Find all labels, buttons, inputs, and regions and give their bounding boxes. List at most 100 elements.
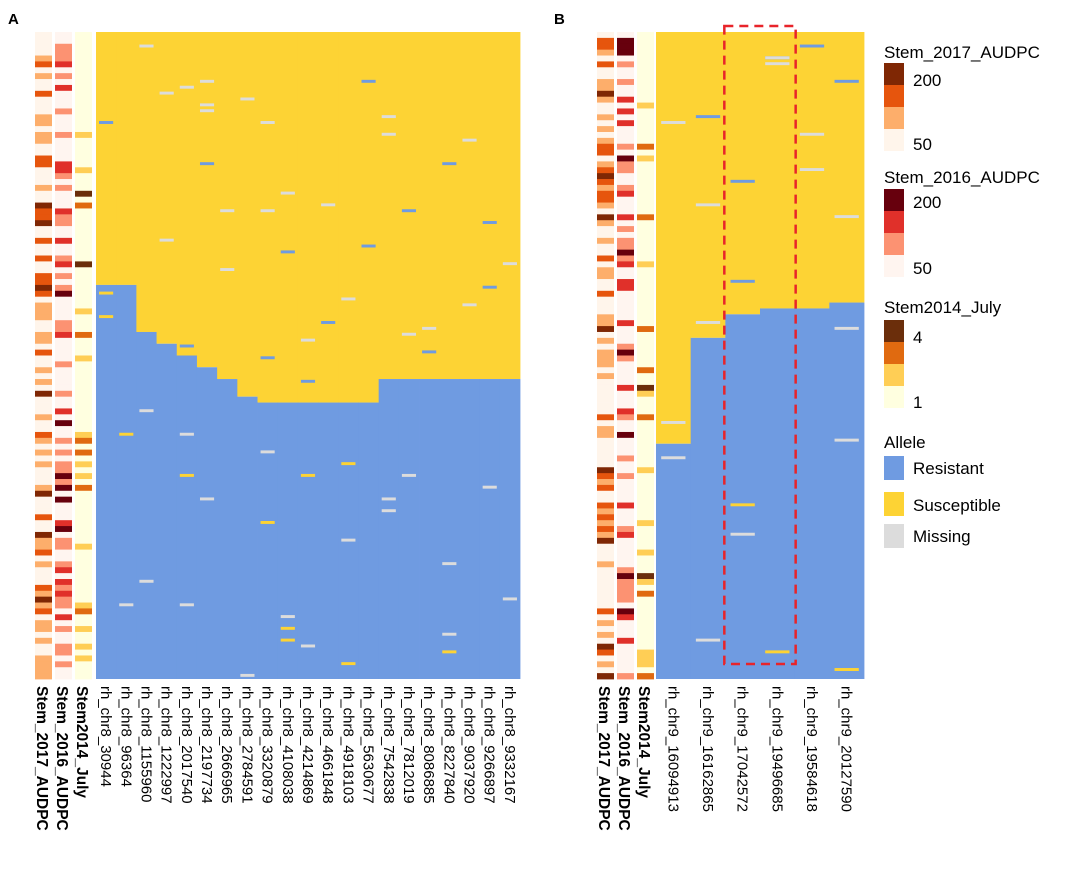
a-track-stem2014-cell: [75, 190, 92, 198]
a-track-stem2016-cell: [55, 343, 72, 351]
a-track-stem2017-cell: [35, 155, 52, 162]
a-genotype-mark: [280, 626, 295, 630]
b-track-stem2017-cell: [597, 120, 614, 127]
b-track-stem2017-cell: [597, 43, 614, 51]
b-genotype-mark: [661, 456, 686, 460]
a-track-stem2016-cell: [55, 61, 72, 68]
b-track-stem2016-cell: [617, 379, 634, 386]
a-track-stem2017-cell: [35, 131, 52, 139]
b-track-stem2017-cell: [597, 631, 614, 639]
b-track-stem2017-cell: [597, 514, 614, 521]
a-column-label: rh_chr8_4918103: [339, 686, 356, 804]
b-col-5-susceptible: [829, 32, 865, 303]
a-track-stem2017-cell: [35, 431, 52, 439]
a-genotype-mark: [321, 203, 336, 207]
b-track-stem2014-cell: [637, 302, 654, 309]
a-track-stem2017-cell: [35, 626, 52, 633]
a-track-stem2016-cell: [55, 573, 72, 580]
a-track-stem2014-cell: [75, 137, 92, 145]
a-track-stem2014-cell: [75, 243, 92, 251]
a-track-stem2017-cell: [35, 596, 52, 603]
legend-high-stem2016: 200: [913, 193, 941, 212]
b-track-stem2016-cell: [617, 667, 634, 674]
a-genotype-mark: [401, 332, 417, 336]
b-track-stem2016-cell: [617, 284, 634, 292]
b-track-stem2017-cell: [597, 308, 614, 315]
a-track-stem2014-cell: [75, 261, 92, 268]
b-track-stem2016-cell: [617, 543, 634, 550]
a-track-stem2017-cell: [35, 620, 52, 627]
b-track-stem2017-cell: [597, 384, 614, 392]
a-track-stem2016-cell: [55, 167, 72, 174]
a-track-stem2017-cell: [35, 337, 52, 345]
b-track-stem2017-cell: [597, 267, 614, 274]
b-track-stem2017-cell: [597, 214, 614, 221]
a-track-stem2017-cell: [35, 549, 52, 556]
b-track-stem2016-cell: [617, 196, 634, 203]
a-track-stem2017-cell: [35, 390, 52, 398]
b-track-stem2014-cell: [637, 290, 654, 298]
b-genotype-mark: [661, 121, 686, 124]
a-track-stem2017-cell: [35, 443, 52, 451]
a-column-label: rh_chr8_3320879: [259, 686, 276, 804]
b-track-stem2017-cell: [597, 402, 614, 409]
b-track-stem2016-cell: [617, 96, 634, 103]
b-track-stem2017-cell: [597, 555, 614, 562]
b-track-stem2016-cell: [617, 131, 634, 139]
b-track-stem2017-cell: [597, 479, 614, 486]
legend-label-susceptible: Susceptible: [913, 496, 1001, 515]
b-genotype-mark: [765, 650, 790, 654]
b-col-3-susceptible: [760, 32, 796, 309]
a-genotype-mark: [260, 209, 275, 213]
b-track-stem2017-cell: [597, 543, 614, 550]
a-track-stem2014-cell: [75, 526, 92, 533]
a-track-stem2017-cell: [35, 331, 52, 339]
a-track-stem2016-cell: [55, 437, 72, 445]
a-track-stem2017-cell: [35, 508, 52, 515]
b-track-stem2016-cell: [617, 249, 634, 256]
a-col-3-susceptible: [156, 32, 178, 344]
a-track-stem2014-cell: [75, 531, 92, 539]
b-track-stem2014-cell: [637, 543, 654, 550]
a-track-stem2016-cell: [55, 173, 72, 180]
a-col-2-resistant: [136, 331, 157, 679]
a-track-stem2016-cell: [55, 79, 72, 86]
a-genotype-mark: [341, 297, 356, 301]
a-track-stem2017-cell: [35, 461, 52, 468]
a-track-stem2014-cell: [75, 67, 92, 74]
b-track-stem2014-cell: [637, 273, 654, 280]
b-track-stem2016-cell: [617, 296, 634, 303]
b-track-stem2017-cell: [597, 190, 614, 198]
a-column-label: rh_chr8_2197734: [198, 686, 215, 804]
a-genotype-mark: [280, 191, 295, 195]
a-genotype-mark: [401, 473, 417, 477]
b-track-stem2017-cell: [597, 396, 614, 403]
a-genotype-mark: [442, 632, 457, 636]
a-track-stem2016-cell: [55, 473, 72, 480]
b-track-stem2016-cell: [617, 331, 634, 339]
b-track-stem2017-cell: [597, 237, 614, 245]
a-track-stem2017-cell: [35, 437, 52, 445]
panel-label-b: B: [554, 11, 565, 28]
b-track-stem2017-cell: [597, 302, 614, 309]
b-track-stem2016-cell: [617, 202, 634, 209]
a-track-stem2016-cell: [55, 131, 72, 139]
b-track-stem2016-cell: [617, 673, 634, 680]
a-track-stem2014-cell: [75, 279, 92, 286]
b-genotype-mark: [695, 321, 721, 324]
a-track-stem2017-cell: [35, 249, 52, 256]
b-track-stem2014-cell: [637, 84, 654, 92]
b-track-stem2017-cell: [597, 126, 614, 133]
b-genotype-mark: [834, 326, 859, 330]
b-track-stem2016-cell: [617, 526, 634, 533]
b-col-5-resistant: [829, 302, 865, 679]
a-track-stem2014-cell: [75, 220, 92, 227]
a-genotype-mark: [179, 473, 194, 477]
a-track-stem2016-cell: [55, 261, 72, 268]
b-track-stem2014-cell: [637, 484, 654, 492]
a-col-6-resistant: [217, 379, 238, 679]
panel-b-heatmap: Stem_2017_AUDPC Stem_2016_AUDPC Stem2014_J…: [595, 24, 865, 831]
b-track-stem2014-cell: [637, 667, 654, 674]
a-track-stem2017-cell: [35, 590, 52, 598]
a-track-stem2017-cell: [35, 126, 52, 133]
